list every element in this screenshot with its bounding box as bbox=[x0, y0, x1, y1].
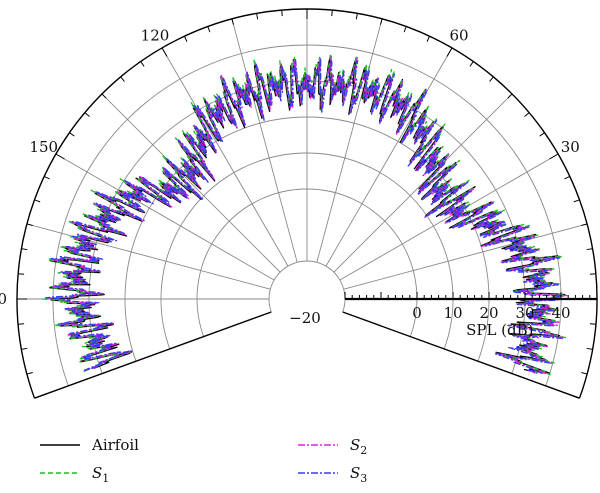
frame-tick bbox=[573, 199, 580, 203]
grid-spoke bbox=[316, 18, 383, 263]
frame bbox=[16, 8, 598, 399]
frame-tick bbox=[18, 323, 25, 325]
frame-tick bbox=[43, 175, 50, 180]
frame-tick bbox=[26, 372, 33, 375]
frame-tick bbox=[26, 223, 33, 226]
frame-tick bbox=[589, 273, 596, 275]
frame-tick bbox=[18, 273, 25, 275]
frame-edge-right bbox=[342, 311, 580, 399]
radial-tick-label-inner: −20 bbox=[289, 309, 321, 327]
legend-label-s2: S2 bbox=[350, 436, 367, 457]
frame-tick bbox=[355, 13, 358, 20]
grid-spoke bbox=[339, 153, 559, 281]
legend-label-sub: 3 bbox=[360, 472, 367, 485]
legend-label-main: S bbox=[92, 464, 102, 482]
frame-tick bbox=[589, 323, 596, 325]
angle-label-30: 30 bbox=[561, 138, 580, 156]
frame-tick bbox=[446, 47, 453, 57]
frame-tick bbox=[140, 61, 145, 67]
frame-tick bbox=[586, 347, 593, 350]
radial-tick-label: 40 bbox=[551, 304, 570, 322]
legend-label-main: S bbox=[350, 436, 360, 454]
grid-spoke bbox=[101, 93, 281, 273]
frame-tick bbox=[207, 26, 211, 33]
angle-label-180: 180 bbox=[0, 290, 7, 308]
frame-tick bbox=[331, 10, 333, 17]
grid-spoke bbox=[343, 223, 588, 290]
grid-spoke bbox=[333, 93, 513, 273]
grid-spoke bbox=[231, 18, 298, 263]
frame-tick bbox=[380, 18, 383, 25]
frame-tick bbox=[489, 76, 494, 82]
frame-tick bbox=[55, 153, 65, 160]
frame-tick bbox=[84, 112, 90, 117]
radial-tick-label: 0 bbox=[412, 304, 422, 322]
angle-label-60: 60 bbox=[449, 27, 468, 45]
grid-spoke bbox=[161, 47, 289, 267]
frame-tick bbox=[524, 112, 530, 117]
frame-tick bbox=[403, 26, 407, 33]
frame-tick bbox=[581, 372, 588, 375]
frame-tick bbox=[586, 248, 593, 251]
frame-tick bbox=[564, 175, 571, 180]
legend-label-s1: S1 bbox=[92, 464, 109, 485]
legend-label-sub: 1 bbox=[102, 472, 109, 485]
frame-tick bbox=[34, 395, 41, 399]
frame-tick bbox=[507, 93, 513, 99]
frame-tick bbox=[281, 10, 283, 17]
angle-label-150: 150 bbox=[29, 138, 58, 156]
frame-tick bbox=[426, 35, 431, 42]
grid-spoke bbox=[26, 223, 271, 290]
grid-circle-inner bbox=[268, 260, 346, 313]
frame-tick bbox=[183, 35, 188, 42]
series-line-s3 bbox=[44, 57, 563, 374]
frame-edge-left bbox=[34, 311, 272, 399]
radial-axis-title: SPL (dB) bbox=[466, 321, 533, 339]
legend-label-main: S bbox=[350, 464, 360, 482]
frame-tick bbox=[21, 347, 28, 350]
legend-label-airfoil: Airfoil bbox=[91, 436, 139, 454]
frame-tick bbox=[469, 61, 474, 67]
series-group bbox=[41, 52, 568, 376]
frame-tick bbox=[120, 76, 125, 82]
legend-label-sub: 2 bbox=[360, 444, 367, 457]
radial-tick-label: 20 bbox=[479, 304, 498, 322]
grid bbox=[17, 9, 597, 387]
frame-tick bbox=[101, 93, 107, 99]
radial-axis: −20 0 10 20 30 40 SPL (dB) bbox=[289, 292, 598, 339]
grid-spoke bbox=[55, 153, 275, 281]
angle-label-120: 120 bbox=[141, 27, 170, 45]
frame-tick bbox=[34, 199, 41, 203]
frame-tick bbox=[231, 18, 234, 25]
frame-tick bbox=[581, 223, 588, 226]
frame-tick bbox=[21, 248, 28, 251]
angle-labels: 0306090120150180 bbox=[0, 0, 580, 308]
radial-tick-label: 10 bbox=[443, 304, 462, 322]
frame-tick bbox=[539, 132, 545, 137]
grid-spoke bbox=[325, 47, 453, 267]
legend-label-s3: S3 bbox=[350, 464, 367, 485]
frame-tick bbox=[256, 13, 259, 20]
angle-label-90: 90 bbox=[297, 0, 316, 3]
radial-tick-label: 30 bbox=[515, 304, 534, 322]
frame-tick bbox=[161, 47, 168, 57]
frame-tick bbox=[69, 132, 75, 137]
frame-tick bbox=[573, 395, 580, 399]
frame-tick bbox=[549, 153, 559, 160]
